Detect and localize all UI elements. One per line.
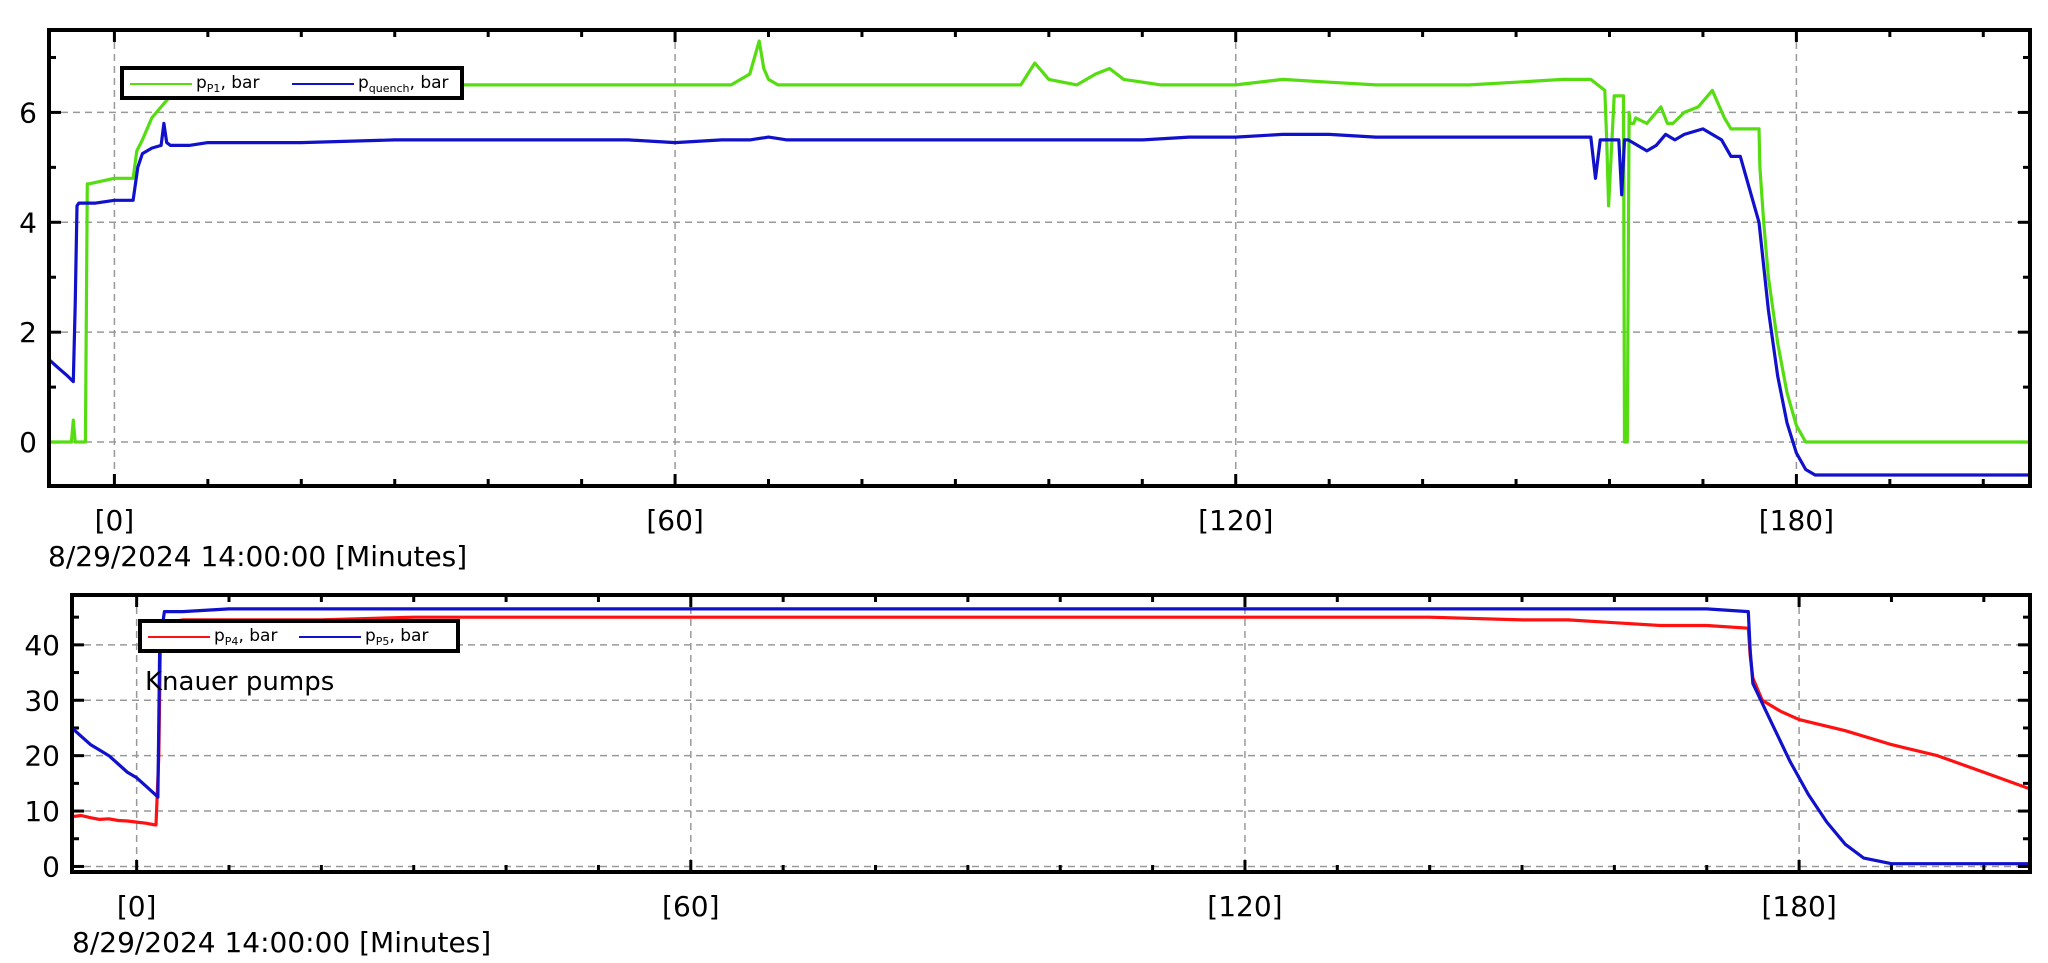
x-axis-title: 8/29/2024 14:00:00 [Minutes] <box>72 926 491 959</box>
legend-entry: pP4, bar <box>214 626 277 648</box>
series-group <box>72 607 2030 866</box>
series-line-quench <box>49 121 2030 477</box>
y-tick-label: 0 <box>19 426 37 459</box>
y-tick-label: 40 <box>24 629 60 662</box>
x-axis-title: 8/29/2024 14:00:00 [Minutes] <box>48 540 467 573</box>
plot-frame <box>70 593 2032 874</box>
x-tick-label: [60] <box>646 504 703 537</box>
x-tick-label: [120] <box>1207 890 1282 923</box>
x-tick-label: [180] <box>1761 890 1836 923</box>
x-tick-label: [0] <box>117 890 157 923</box>
legend: pP4, bar pP5, bar <box>138 619 460 653</box>
y-tick-label: 20 <box>24 740 60 773</box>
x-tick-label: [180] <box>1759 504 1834 537</box>
legend: pP1, bar pquench, bar <box>120 66 464 100</box>
chart-annotation: Knauer pumps <box>145 667 334 697</box>
y-tick-label: 10 <box>24 795 60 828</box>
chart-panel-2: 0 10 20 30 40 [0] [60] [120] [180] 8/29/2024 14:0… <box>24 593 2032 959</box>
y-tick-label: 0 <box>42 850 60 883</box>
y-tick-label: 30 <box>24 684 60 717</box>
y-tick-label: 2 <box>19 316 37 349</box>
legend-entry: pP5, bar <box>365 626 428 648</box>
x-tick-label: [0] <box>95 504 135 537</box>
y-tick-label: 6 <box>19 96 37 129</box>
chart-panel-1: 0 2 4 6 [0] [60] [120] [180] 8/29/2024 14:00:00 … <box>19 28 2032 573</box>
x-tick-label: [120] <box>1198 504 1273 537</box>
x-tick-label: [60] <box>662 890 719 923</box>
plot-frame <box>47 28 2032 488</box>
series-line-p5 <box>72 607 2030 866</box>
y-tick-label: 4 <box>19 206 37 239</box>
legend-entry: pP1, bar <box>196 73 259 95</box>
legend-entry: pquench, bar <box>358 73 449 95</box>
